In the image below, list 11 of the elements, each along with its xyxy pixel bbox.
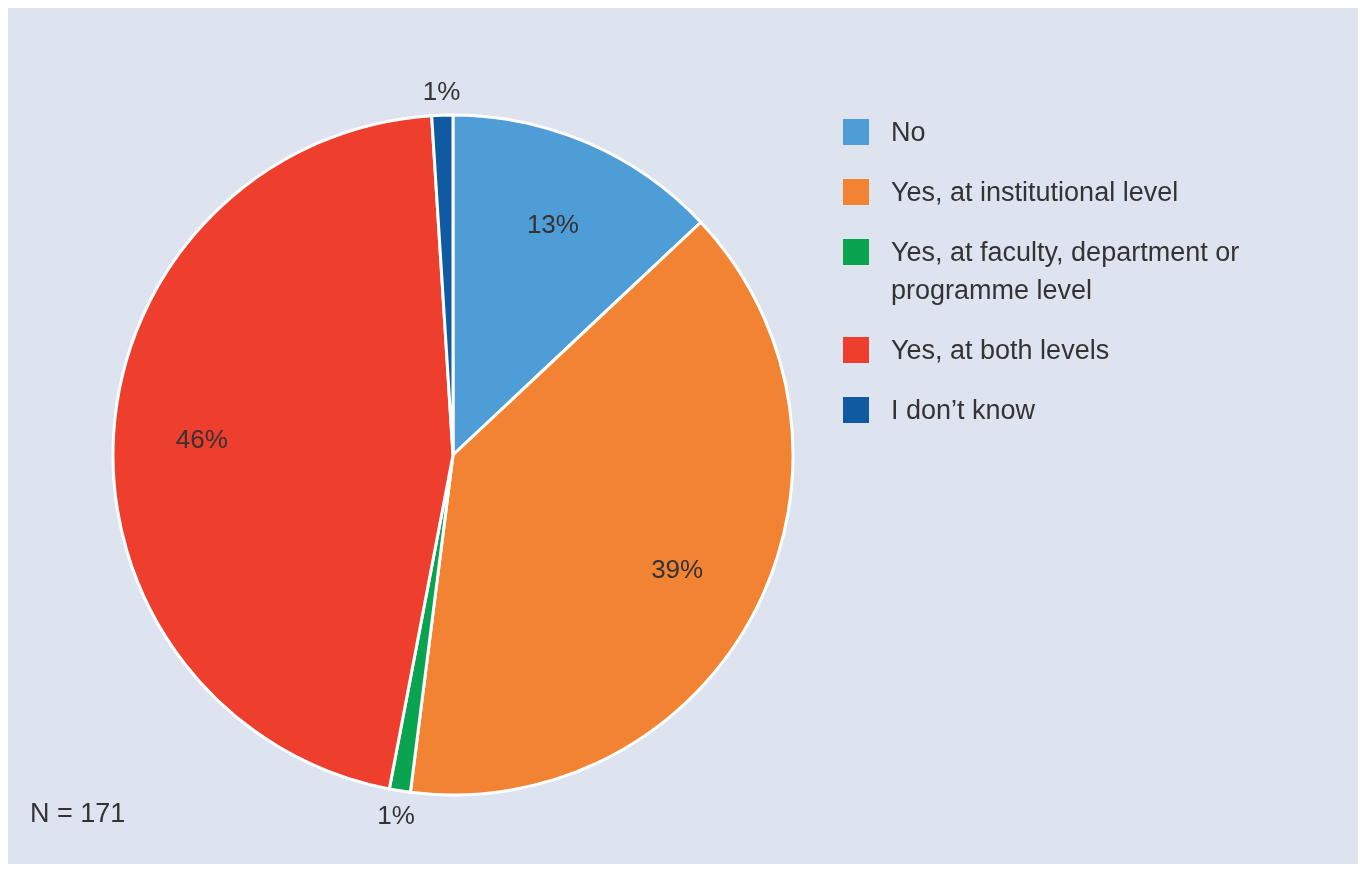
- legend-label: I don’t know: [891, 394, 1036, 427]
- text: N = 171: [30, 798, 126, 829]
- data-label: 46%: [175, 424, 228, 455]
- legend-label: Yes, at both levels: [891, 334, 1110, 367]
- legend-label: Yes, at faculty, department or programme level: [891, 236, 1241, 307]
- data-label: 39%: [651, 554, 704, 585]
- legend-label: Yes, at institutional level: [891, 176, 1179, 209]
- data-label: 1%: [422, 76, 461, 107]
- data-label: 13%: [526, 209, 579, 240]
- legend-label: No: [891, 116, 926, 149]
- data-label: 1%: [377, 799, 415, 830]
